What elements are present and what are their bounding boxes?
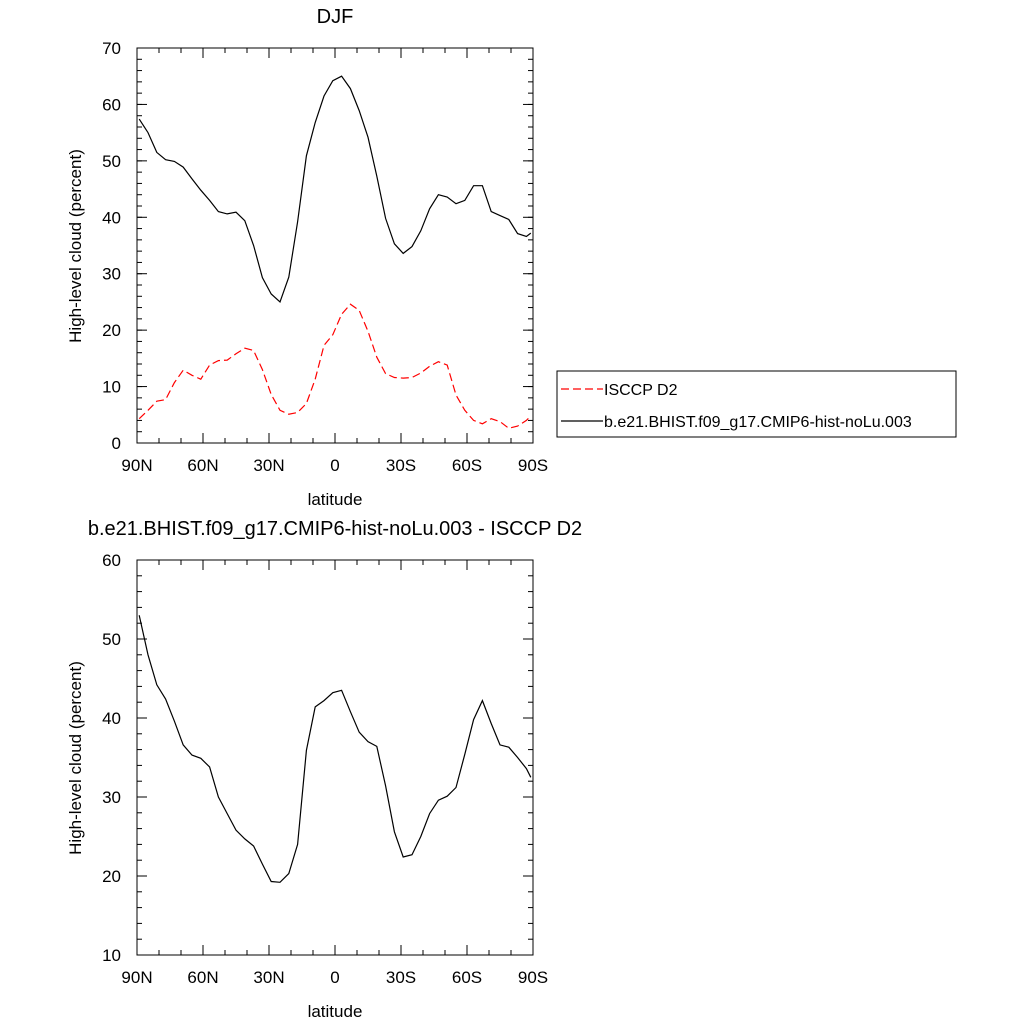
axes: 90N 60N 30N 0 30S 60S 90S 10 20 30 40 50 60	[102, 551, 548, 987]
x-tick-label: 90S	[518, 456, 548, 475]
series-line-model	[138, 75, 532, 303]
axes: 90N 60N 30N 0 30S 60S 90S 0 10 20 30 40 50 60 70	[102, 39, 548, 475]
x-tick-label: 30S	[386, 968, 416, 987]
y-tick-label: 10	[102, 946, 121, 965]
y-tick-label: 50	[102, 630, 121, 649]
y-tick-label: 70	[102, 39, 121, 58]
x-tick-label: 0	[330, 968, 339, 987]
x-tick-label: 60N	[187, 456, 218, 475]
legend-box	[556, 370, 957, 438]
legend-label-isccp: ISCCP D2	[604, 382, 678, 399]
y-tick-label: 40	[102, 709, 121, 728]
x-tick-label: 0	[330, 456, 339, 475]
series-line-isccp	[138, 303, 532, 429]
y-tick-label: 10	[102, 378, 121, 397]
y-tick-label: 30	[102, 788, 121, 807]
series-lines	[138, 75, 532, 429]
legend: ISCCP D2 b.e21.BHIST.f09_g17.CMIP6-hist-…	[556, 370, 957, 438]
legend-label-model: b.e21.BHIST.f09_g17.CMIP6-hist-noLu.003	[604, 414, 912, 431]
y-tick-label: 60	[102, 551, 121, 570]
x-tick-label: 90N	[121, 968, 152, 987]
plot-frame	[136, 47, 534, 444]
y-tick-label: 40	[102, 208, 121, 227]
series-line-model	[138, 615, 532, 883]
panel-top: DJF 90N 60N 30N 0 30S 60S 90S 0 10 20 30 40 50 60 70 l…	[66, 6, 548, 509]
y-axis-label: High-level cloud (percent)	[66, 661, 85, 855]
panel-bottom: b.e21.BHIST.f09_g17.CMIP6-hist-noLu.003 …	[66, 518, 582, 1021]
x-tick-label: 60N	[187, 968, 218, 987]
plot-frame	[136, 559, 534, 956]
y-tick-label: 30	[102, 265, 121, 284]
x-tick-label: 60S	[452, 968, 482, 987]
x-tick-label: 90S	[518, 968, 548, 987]
x-tick-label: 60S	[452, 456, 482, 475]
y-tick-label: 50	[102, 152, 121, 171]
y-tick-label: 60	[102, 95, 121, 114]
chart-title: b.e21.BHIST.f09_g17.CMIP6-hist-noLu.003 …	[88, 518, 582, 540]
x-tick-label: 90N	[121, 456, 152, 475]
y-tick-label: 20	[102, 321, 121, 340]
chart-title: DJF	[317, 6, 354, 28]
x-tick-label: 30N	[253, 456, 284, 475]
y-tick-label: 0	[112, 434, 121, 453]
y-tick-label: 20	[102, 867, 121, 886]
x-axis-label: latitude	[308, 1002, 363, 1021]
series-lines	[138, 615, 532, 883]
x-tick-label: 30N	[253, 968, 284, 987]
x-axis-label: latitude	[308, 490, 363, 509]
x-tick-label: 30S	[386, 456, 416, 475]
y-axis-label: High-level cloud (percent)	[66, 149, 85, 343]
